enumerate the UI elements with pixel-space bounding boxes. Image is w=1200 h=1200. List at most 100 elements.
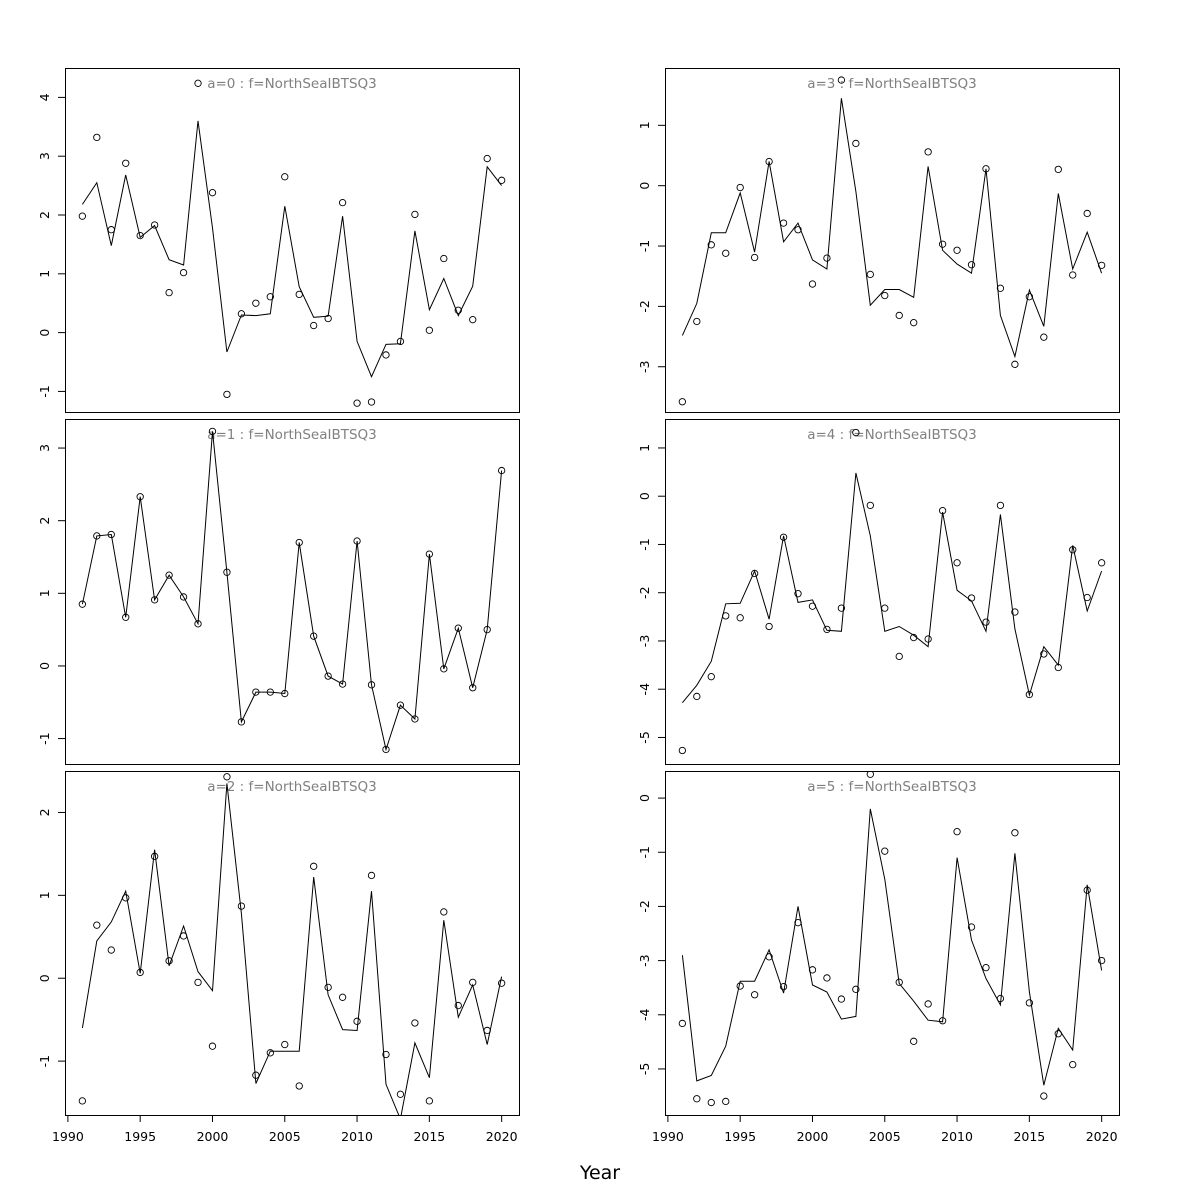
observed-point: [996, 501, 1005, 510]
x-tick-label: 2010: [941, 1129, 973, 1144]
observed-point: [967, 923, 976, 931]
panel-title: a=1 : f=NorthSeaIBTSQ3: [207, 427, 377, 443]
observed-point: [678, 746, 687, 755]
plot-frame: [665, 419, 1120, 765]
x-tick-label: 1990: [52, 1129, 84, 1144]
observed-point: [779, 533, 788, 541]
observed-point: [194, 79, 202, 87]
observed-point: [194, 978, 202, 987]
observed-point: [367, 681, 376, 689]
observed-point: [837, 76, 846, 84]
observed-point: [440, 254, 448, 263]
fitted-line: [81, 783, 503, 1115]
observed-point: [837, 995, 846, 1003]
observed-point: [953, 559, 961, 567]
observed-point: [1069, 546, 1077, 554]
plot-frame: [665, 771, 1120, 1116]
observed-point: [794, 919, 802, 927]
observed-point: [497, 466, 506, 475]
observed-point: [93, 532, 101, 540]
observed-point: [396, 701, 405, 709]
observed-point: [967, 594, 976, 602]
observed-point: [1025, 690, 1034, 699]
observed-point: [179, 268, 188, 277]
observed-point: [295, 290, 303, 299]
fitted-line: [81, 120, 502, 378]
observed-point: [93, 921, 101, 929]
observed-point: [722, 612, 730, 620]
y-tick-label: 4: [37, 93, 52, 101]
y-tick-label: 3: [37, 152, 52, 160]
observed-point: [1097, 261, 1106, 269]
observed-point: [266, 688, 274, 696]
observed-point: [396, 1090, 405, 1098]
observed-point: [396, 337, 405, 346]
observed-point: [93, 133, 101, 142]
observed-point: [779, 982, 788, 991]
observed-point: [497, 979, 506, 987]
observed-point: [223, 773, 231, 781]
observed-point: [823, 974, 831, 982]
observed-point: [866, 771, 874, 778]
observed-point: [310, 632, 318, 640]
panel-title: a=5 : f=NorthSeaIBTSQ3: [807, 779, 977, 795]
y-tick-label: 1: [37, 589, 52, 597]
x-tick-label: 2005: [269, 1129, 301, 1144]
x-tick-label: 2015: [413, 1129, 445, 1144]
observed-point: [910, 319, 918, 327]
observed-point: [78, 212, 87, 220]
observed-point: [678, 1019, 687, 1028]
y-tick-label: -2: [637, 900, 652, 912]
observed-point: [469, 978, 477, 987]
observed-point: [938, 507, 947, 515]
y-tick-label: -4: [637, 1009, 652, 1022]
observed-point: [324, 672, 332, 680]
observed-point: [823, 254, 831, 262]
observed-point: [852, 139, 860, 148]
observed-point: [953, 828, 961, 836]
observed-point: [881, 847, 889, 855]
observed-point: [866, 270, 874, 279]
observed-point: [295, 1082, 303, 1090]
observed-point: [953, 246, 961, 254]
y-tick-label: 0: [37, 329, 52, 337]
observed-point: [353, 1017, 361, 1025]
observed-point: [78, 1097, 87, 1105]
observed-point: [794, 226, 802, 234]
observed-point: [150, 852, 159, 861]
observed-point: [765, 157, 773, 166]
observed-point: [150, 221, 159, 229]
observed-point: [324, 314, 332, 323]
observed-point: [367, 398, 376, 406]
observed-point: [367, 871, 376, 880]
y-tick-label: -4: [637, 683, 652, 696]
observed-point: [382, 351, 390, 359]
observed-point: [707, 1098, 715, 1107]
observed-point: [808, 966, 817, 974]
observed-point: [1040, 1092, 1048, 1100]
observed-point: [982, 618, 990, 626]
fitted-line: [681, 98, 1103, 359]
observed-point: [1011, 829, 1019, 837]
fitted-line: [81, 431, 503, 752]
observed-point: [382, 1050, 390, 1059]
observed-point: [208, 1042, 217, 1050]
y-tick-label: 1: [637, 121, 652, 129]
observed-point: [924, 148, 932, 156]
observed-point: [693, 692, 701, 701]
observed-point: [852, 985, 860, 993]
observed-point: [454, 624, 462, 632]
observed-point: [483, 1026, 491, 1035]
observed-point: [750, 991, 759, 999]
panel-title: a=0 : f=NorthSeaIBTSQ3: [207, 76, 377, 92]
observed-point: [223, 390, 231, 399]
observed-point: [895, 978, 903, 986]
observed-point: [411, 210, 419, 219]
observed-point: [1025, 293, 1034, 301]
observed-point: [722, 1097, 730, 1106]
observed-point: [338, 199, 347, 207]
observed-point: [1054, 165, 1062, 174]
panel-5: a=5 : f=NorthSeaIBTSQ3 -5 -4 -3 -2 -1 0 1990 199…: [637, 771, 1120, 1144]
observed-point: [924, 635, 932, 643]
observed-point: [1011, 360, 1019, 368]
